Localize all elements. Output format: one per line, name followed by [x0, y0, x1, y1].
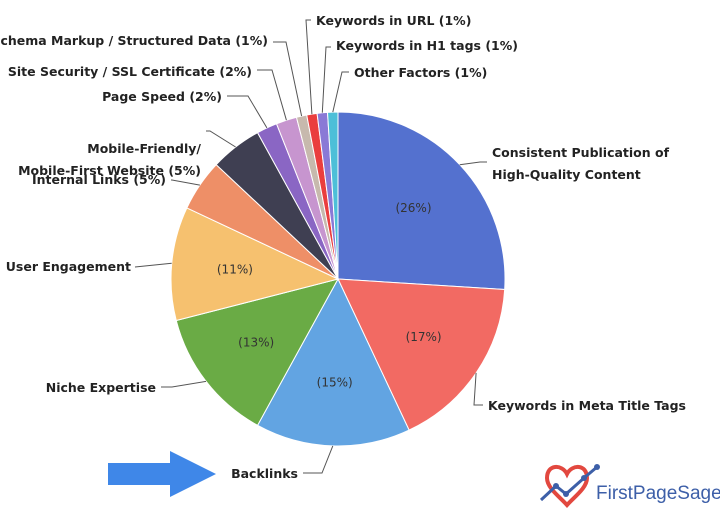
leader-line-5 — [171, 179, 200, 186]
pie-slice-1 — [337, 278, 506, 431]
leader-line-7 — [227, 95, 268, 129]
leader-line-11 — [321, 46, 331, 113]
slice-label-8: Site Security / SSL Certificate (2%) — [8, 64, 252, 79]
pie-slices — [170, 111, 506, 447]
slice-label-10: Keywords in URL (1%) — [316, 13, 471, 28]
slice-label-4: User Engagement — [6, 259, 131, 274]
pie-slice-3 — [175, 278, 339, 427]
leader-line-2 — [303, 445, 334, 474]
slice-pct-label-1: (17%) — [406, 330, 442, 344]
arrow-right-icon — [108, 451, 216, 497]
slice-label-6-line-0: Mobile-Friendly/ — [87, 141, 201, 156]
slice-label-2: Backlinks — [231, 466, 298, 481]
leader-line-8 — [257, 69, 287, 121]
leader-lines — [134, 19, 487, 474]
slice-pct-label-3: (13%) — [238, 336, 274, 350]
slice-label-7: Page Speed (2%) — [102, 89, 222, 104]
slice-label-1: Keywords in Meta Title Tags — [488, 398, 686, 413]
heart-chart-logo-icon — [539, 464, 600, 509]
slice-label-0-line-0: Consistent Publication of — [492, 145, 670, 160]
slice-labels: (26%) (17%) (15%) (13%) (11%) Consistent Publ… — [0, 13, 686, 481]
pie-slice-2 — [256, 277, 410, 447]
brand-name: FirstPageSage — [596, 483, 720, 504]
leader-line-10 — [305, 19, 313, 115]
slice-pct-label-4: (11%) — [217, 262, 253, 276]
slice-label-6-line-1: Mobile-First Website (5%) — [18, 163, 201, 178]
leader-line-12 — [332, 71, 349, 113]
slice-pct-label-2: (15%) — [317, 376, 353, 390]
leader-line-6 — [206, 130, 236, 148]
slice-pct-label-0: (26%) — [395, 201, 431, 215]
leader-line-0 — [459, 161, 487, 166]
slice-label-3: Niche Expertise — [46, 380, 156, 395]
slice-label-5: Internal Links (5%) — [32, 172, 166, 187]
slice-label-0-line-1: High-Quality Content — [492, 167, 641, 182]
leader-line-9 — [273, 41, 303, 117]
leader-line-3 — [161, 380, 207, 388]
slice-label-11: Keywords in H1 tags (1%) — [336, 38, 518, 53]
slice-label-12: Other Factors (1%) — [354, 65, 487, 80]
leader-line-4 — [134, 262, 172, 268]
leader-line-1 — [473, 372, 483, 406]
pie-slice-4 — [170, 207, 340, 322]
slice-label-9: Schema Markup / Structured Data (1%) — [0, 33, 268, 48]
